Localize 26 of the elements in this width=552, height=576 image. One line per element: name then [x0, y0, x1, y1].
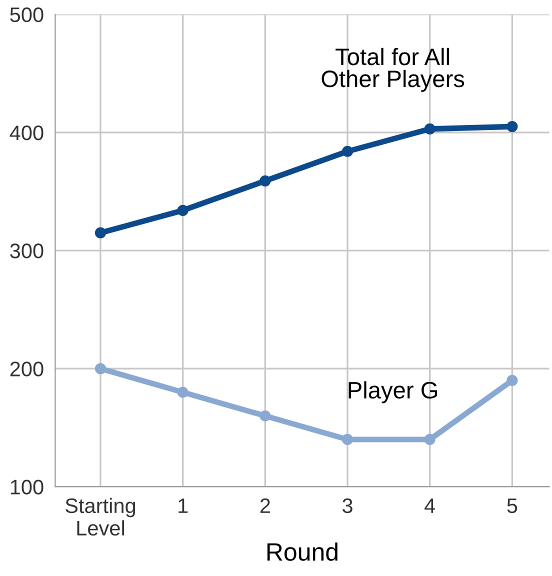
- x-tick-label: Starting Level: [66, 498, 136, 536]
- point: [506, 121, 518, 132]
- point: [260, 175, 271, 186]
- x-tick-label: 3: [342, 498, 352, 514]
- x-tick-label: 1: [178, 498, 188, 513]
- point: [424, 434, 436, 446]
- point: [342, 146, 354, 157]
- y-tick-label: 400: [10, 125, 44, 140]
- point: [94, 363, 106, 374]
- point: [342, 434, 354, 446]
- point: [177, 386, 188, 398]
- point: [260, 410, 271, 422]
- y-tick-label: 100: [10, 480, 44, 494]
- y-tick-label: 300: [10, 244, 44, 258]
- point: [506, 374, 518, 386]
- y-tick-label: 500: [10, 7, 44, 22]
- x-tick-label: 5: [507, 498, 518, 514]
- point: [177, 204, 188, 216]
- y-tick-label: 200: [10, 362, 44, 376]
- x-axis-title: Round: [267, 542, 338, 561]
- point: [424, 123, 436, 134]
- series-label: Total for All Other Players: [322, 48, 464, 92]
- x-tick-label: 2: [260, 498, 270, 513]
- point: [94, 227, 106, 238]
- x-tick-label: 4: [424, 498, 436, 513]
- series-label: Player G: [348, 381, 437, 404]
